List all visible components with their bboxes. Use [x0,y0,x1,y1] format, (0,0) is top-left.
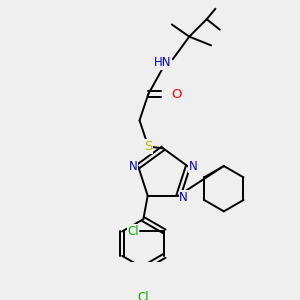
Text: Cl: Cl [127,225,139,238]
Text: N: N [189,160,198,173]
Text: N: N [179,191,188,204]
Text: Cl: Cl [137,291,149,300]
Text: N: N [129,160,137,173]
Text: S: S [144,140,152,153]
Text: HN: HN [154,56,171,69]
Text: O: O [171,88,181,101]
